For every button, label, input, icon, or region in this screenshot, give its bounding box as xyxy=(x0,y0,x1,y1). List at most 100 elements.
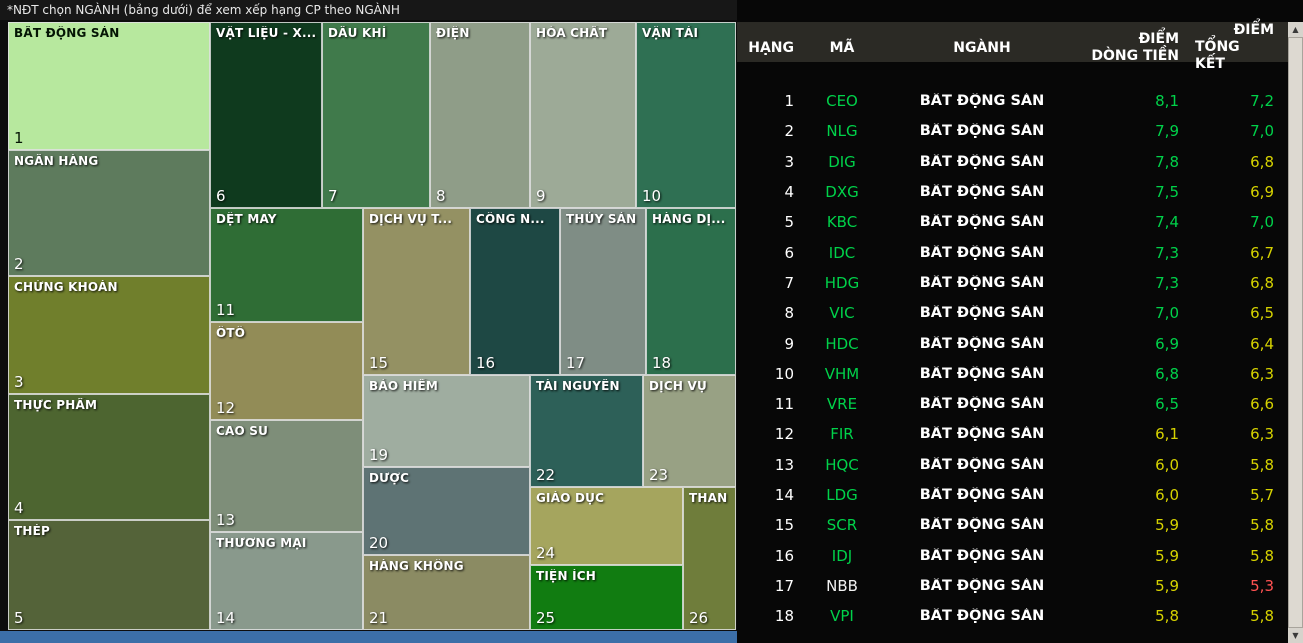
sector-tile-label: THỰC PHẨM xyxy=(14,398,98,412)
cell-stock-code[interactable]: SCR xyxy=(826,516,858,535)
cell-total-score: 7,2 xyxy=(1250,92,1274,111)
table-row-VPI[interactable]: 18 VPI BẤT ĐỘNG SẢN 5,8 5,8 xyxy=(737,601,1288,631)
sector-tile-13[interactable]: CAO SU 13 xyxy=(210,420,363,532)
table-row-HQC[interactable]: 13 HQC BẤT ĐỘNG SẢN 6,0 5,8 xyxy=(737,450,1288,480)
cell-sector: BẤT ĐỘNG SẢN xyxy=(919,184,1045,201)
scrollbar-down-icon[interactable]: ▼ xyxy=(1288,628,1303,643)
sector-tile-6[interactable]: VẬT LIỆU - X... 6 xyxy=(210,22,322,208)
sector-tile-9[interactable]: HÓA CHẤT 9 xyxy=(530,22,636,208)
sector-tile-label: BẤT ĐỘNG SẢN xyxy=(14,26,120,40)
sector-tile-rank: 1 xyxy=(14,129,24,147)
sector-tile-8[interactable]: ĐIỆN 8 xyxy=(430,22,530,208)
cell-rank: 4 xyxy=(784,183,794,202)
cell-total-score: 6,9 xyxy=(1250,183,1274,202)
table-body: 1 CEO BẤT ĐỘNG SẢN 8,1 7,2 2 NLG BẤT ĐỘNG SẢN 7,… xyxy=(737,86,1288,631)
sector-tile-23[interactable]: DỊCH VỤ 23 xyxy=(643,375,736,487)
table-row-CEO[interactable]: 1 CEO BẤT ĐỘNG SẢN 8,1 7,2 xyxy=(737,86,1288,116)
table-row-VIC[interactable]: 8 VIC BẤT ĐỘNG SẢN 7,0 6,5 xyxy=(737,298,1288,328)
sector-tile-4[interactable]: THỰC PHẨM 4 xyxy=(8,394,210,520)
sector-tile-label: VẬT LIỆU - X... xyxy=(216,26,317,40)
table-row-DXG[interactable]: 4 DXG BẤT ĐỘNG SẢN 7,5 6,9 xyxy=(737,177,1288,207)
sector-tile-rank: 15 xyxy=(369,354,389,372)
sector-tile-label: HÀNG DỊ... xyxy=(652,212,726,226)
sector-tile-rank: 2 xyxy=(14,255,24,273)
cell-stock-code[interactable]: VIC xyxy=(829,304,855,323)
sector-tile-rank: 10 xyxy=(642,187,662,205)
table-row-SCR[interactable]: 15 SCR BẤT ĐỘNG SẢN 5,9 5,8 xyxy=(737,510,1288,540)
sector-tile-label: DỆT MAY xyxy=(216,212,277,226)
table-scrollbar[interactable]: ▲ ▼ xyxy=(1288,22,1303,643)
note-text: *NĐT chọn NGÀNH (bảng dưới) để xem xếp h… xyxy=(7,3,400,17)
sector-tile-rank: 6 xyxy=(216,187,226,205)
sector-tile-26[interactable]: THAN 26 xyxy=(683,487,736,630)
cell-stock-code[interactable]: NLG xyxy=(826,122,858,141)
cell-rank: 9 xyxy=(784,334,794,353)
bottom-blue-bar xyxy=(0,631,737,643)
cell-stock-code[interactable]: LDG xyxy=(826,486,858,504)
cell-stock-code[interactable]: NBB xyxy=(826,576,858,595)
sector-tile-10[interactable]: VẬN TẢI 10 xyxy=(636,22,736,208)
sector-tile-16[interactable]: CÔNG N... 16 xyxy=(470,208,560,375)
sector-tile-15[interactable]: DỊCH VỤ T... 15 xyxy=(363,208,470,375)
cell-stock-code[interactable]: VRE xyxy=(826,395,858,414)
cell-stock-code[interactable]: DIG xyxy=(828,152,856,171)
cell-sector: BẤT ĐỘNG SẢN xyxy=(919,335,1045,352)
table-row-LDG[interactable]: 14 LDG BẤT ĐỘNG SẢN 6,0 5,7 xyxy=(737,480,1288,510)
cell-cashflow-score: 8,1 xyxy=(1155,92,1179,111)
sector-tile-7[interactable]: DẦU KHÍ 7 xyxy=(322,22,430,208)
cell-stock-code[interactable]: KBC xyxy=(826,213,858,232)
sector-tile-24[interactable]: GIÁO DỤC 24 xyxy=(530,487,683,565)
sector-tile-14[interactable]: THƯƠNG MẠI 14 xyxy=(210,532,363,630)
cell-total-score: 5,8 xyxy=(1250,516,1274,535)
cell-stock-code[interactable]: VHM xyxy=(824,364,860,383)
cell-stock-code[interactable]: FIR xyxy=(830,425,854,444)
sector-tile-12[interactable]: ÔTÔ 12 xyxy=(210,322,363,420)
sector-treemap: BẤT ĐỘNG SẢN 1 NGÂN HÀNG 2 CHỨNG KHOÁN 3 THỰC … xyxy=(8,22,736,630)
sector-tile-17[interactable]: THỦY SẢN 17 xyxy=(560,208,646,375)
table-row-IDJ[interactable]: 16 IDJ BẤT ĐỘNG SẢN 5,9 5,8 xyxy=(737,540,1288,570)
table-row-VRE[interactable]: 11 VRE BẤT ĐỘNG SẢN 6,5 6,6 xyxy=(737,389,1288,419)
table-row-HDC[interactable]: 9 HDC BẤT ĐỘNG SẢN 6,9 6,4 xyxy=(737,328,1288,358)
cell-sector: BẤT ĐỘNG SẢN xyxy=(919,153,1045,170)
sector-tile-1[interactable]: BẤT ĐỘNG SẢN 1 xyxy=(8,22,210,150)
cell-stock-code[interactable]: CEO xyxy=(826,92,858,111)
cell-stock-code[interactable]: HDG xyxy=(824,273,860,292)
cell-cashflow-score: 5,9 xyxy=(1155,546,1179,565)
cell-rank: 2 xyxy=(784,122,794,141)
sector-tile-label: HÓA CHẤT xyxy=(536,26,608,40)
scrollbar-thumb[interactable] xyxy=(1288,37,1303,628)
sector-tile-label: NGÂN HÀNG xyxy=(14,154,99,168)
table-row-NLG[interactable]: 2 NLG BẤT ĐỘNG SẢN 7,9 7,0 xyxy=(737,116,1288,146)
sector-tile-18[interactable]: HÀNG DỊ... 18 xyxy=(646,208,736,375)
cell-stock-code[interactable]: DXG xyxy=(825,183,859,202)
cell-stock-code[interactable]: HQC xyxy=(825,455,859,474)
table-row-HDG[interactable]: 7 HDG BẤT ĐỘNG SẢN 7,3 6,8 xyxy=(737,268,1288,298)
table-row-NBB[interactable]: 17 NBB BẤT ĐỘNG SẢN 5,9 5,3 xyxy=(737,571,1288,601)
scrollbar-up-icon[interactable]: ▲ xyxy=(1288,22,1303,37)
sector-tile-19[interactable]: BẢO HIỂM 19 xyxy=(363,375,530,467)
cell-sector: BẤT ĐỘNG SẢN xyxy=(919,274,1045,291)
cell-total-score: 6,3 xyxy=(1250,425,1274,444)
sector-tile-11[interactable]: DỆT MAY 11 xyxy=(210,208,363,322)
cell-stock-code[interactable]: IDJ xyxy=(831,546,853,565)
table-row-FIR[interactable]: 12 FIR BẤT ĐỘNG SẢN 6,1 6,3 xyxy=(737,419,1288,449)
table-row-DIG[interactable]: 3 DIG BẤT ĐỘNG SẢN 7,8 6,8 xyxy=(737,147,1288,177)
sector-tile-label: GIÁO DỤC xyxy=(536,491,605,505)
note-bar: *NĐT chọn NGÀNH (bảng dưới) để xem xếp h… xyxy=(0,0,737,20)
sector-tile-21[interactable]: HÀNG KHÔNG 21 xyxy=(363,555,530,630)
cell-cashflow-score: 5,8 xyxy=(1155,607,1179,626)
cell-stock-code[interactable]: HDC xyxy=(825,334,859,353)
table-row-VHM[interactable]: 10 VHM BẤT ĐỘNG SẢN 6,8 6,3 xyxy=(737,359,1288,389)
sector-tile-20[interactable]: DƯỢC 20 xyxy=(363,467,530,555)
sector-tile-2[interactable]: NGÂN HÀNG 2 xyxy=(8,150,210,276)
sector-tile-25[interactable]: TIỆN ÍCH 25 xyxy=(530,565,683,630)
sector-tile-22[interactable]: TÀI NGUYÊN 22 xyxy=(530,375,643,487)
cell-stock-code[interactable]: VPI xyxy=(830,607,854,626)
cell-stock-code[interactable]: IDC xyxy=(828,243,856,262)
table-row-KBC[interactable]: 5 KBC BẤT ĐỘNG SẢN 7,4 7,0 xyxy=(737,207,1288,237)
cell-sector: BẤT ĐỘNG SẢN xyxy=(919,396,1045,413)
sector-tile-rank: 18 xyxy=(652,354,672,372)
table-row-IDC[interactable]: 6 IDC BẤT ĐỘNG SẢN 7,3 6,7 xyxy=(737,237,1288,267)
sector-tile-3[interactable]: CHỨNG KHOÁN 3 xyxy=(8,276,210,394)
sector-tile-5[interactable]: THÉP 5 xyxy=(8,520,210,630)
